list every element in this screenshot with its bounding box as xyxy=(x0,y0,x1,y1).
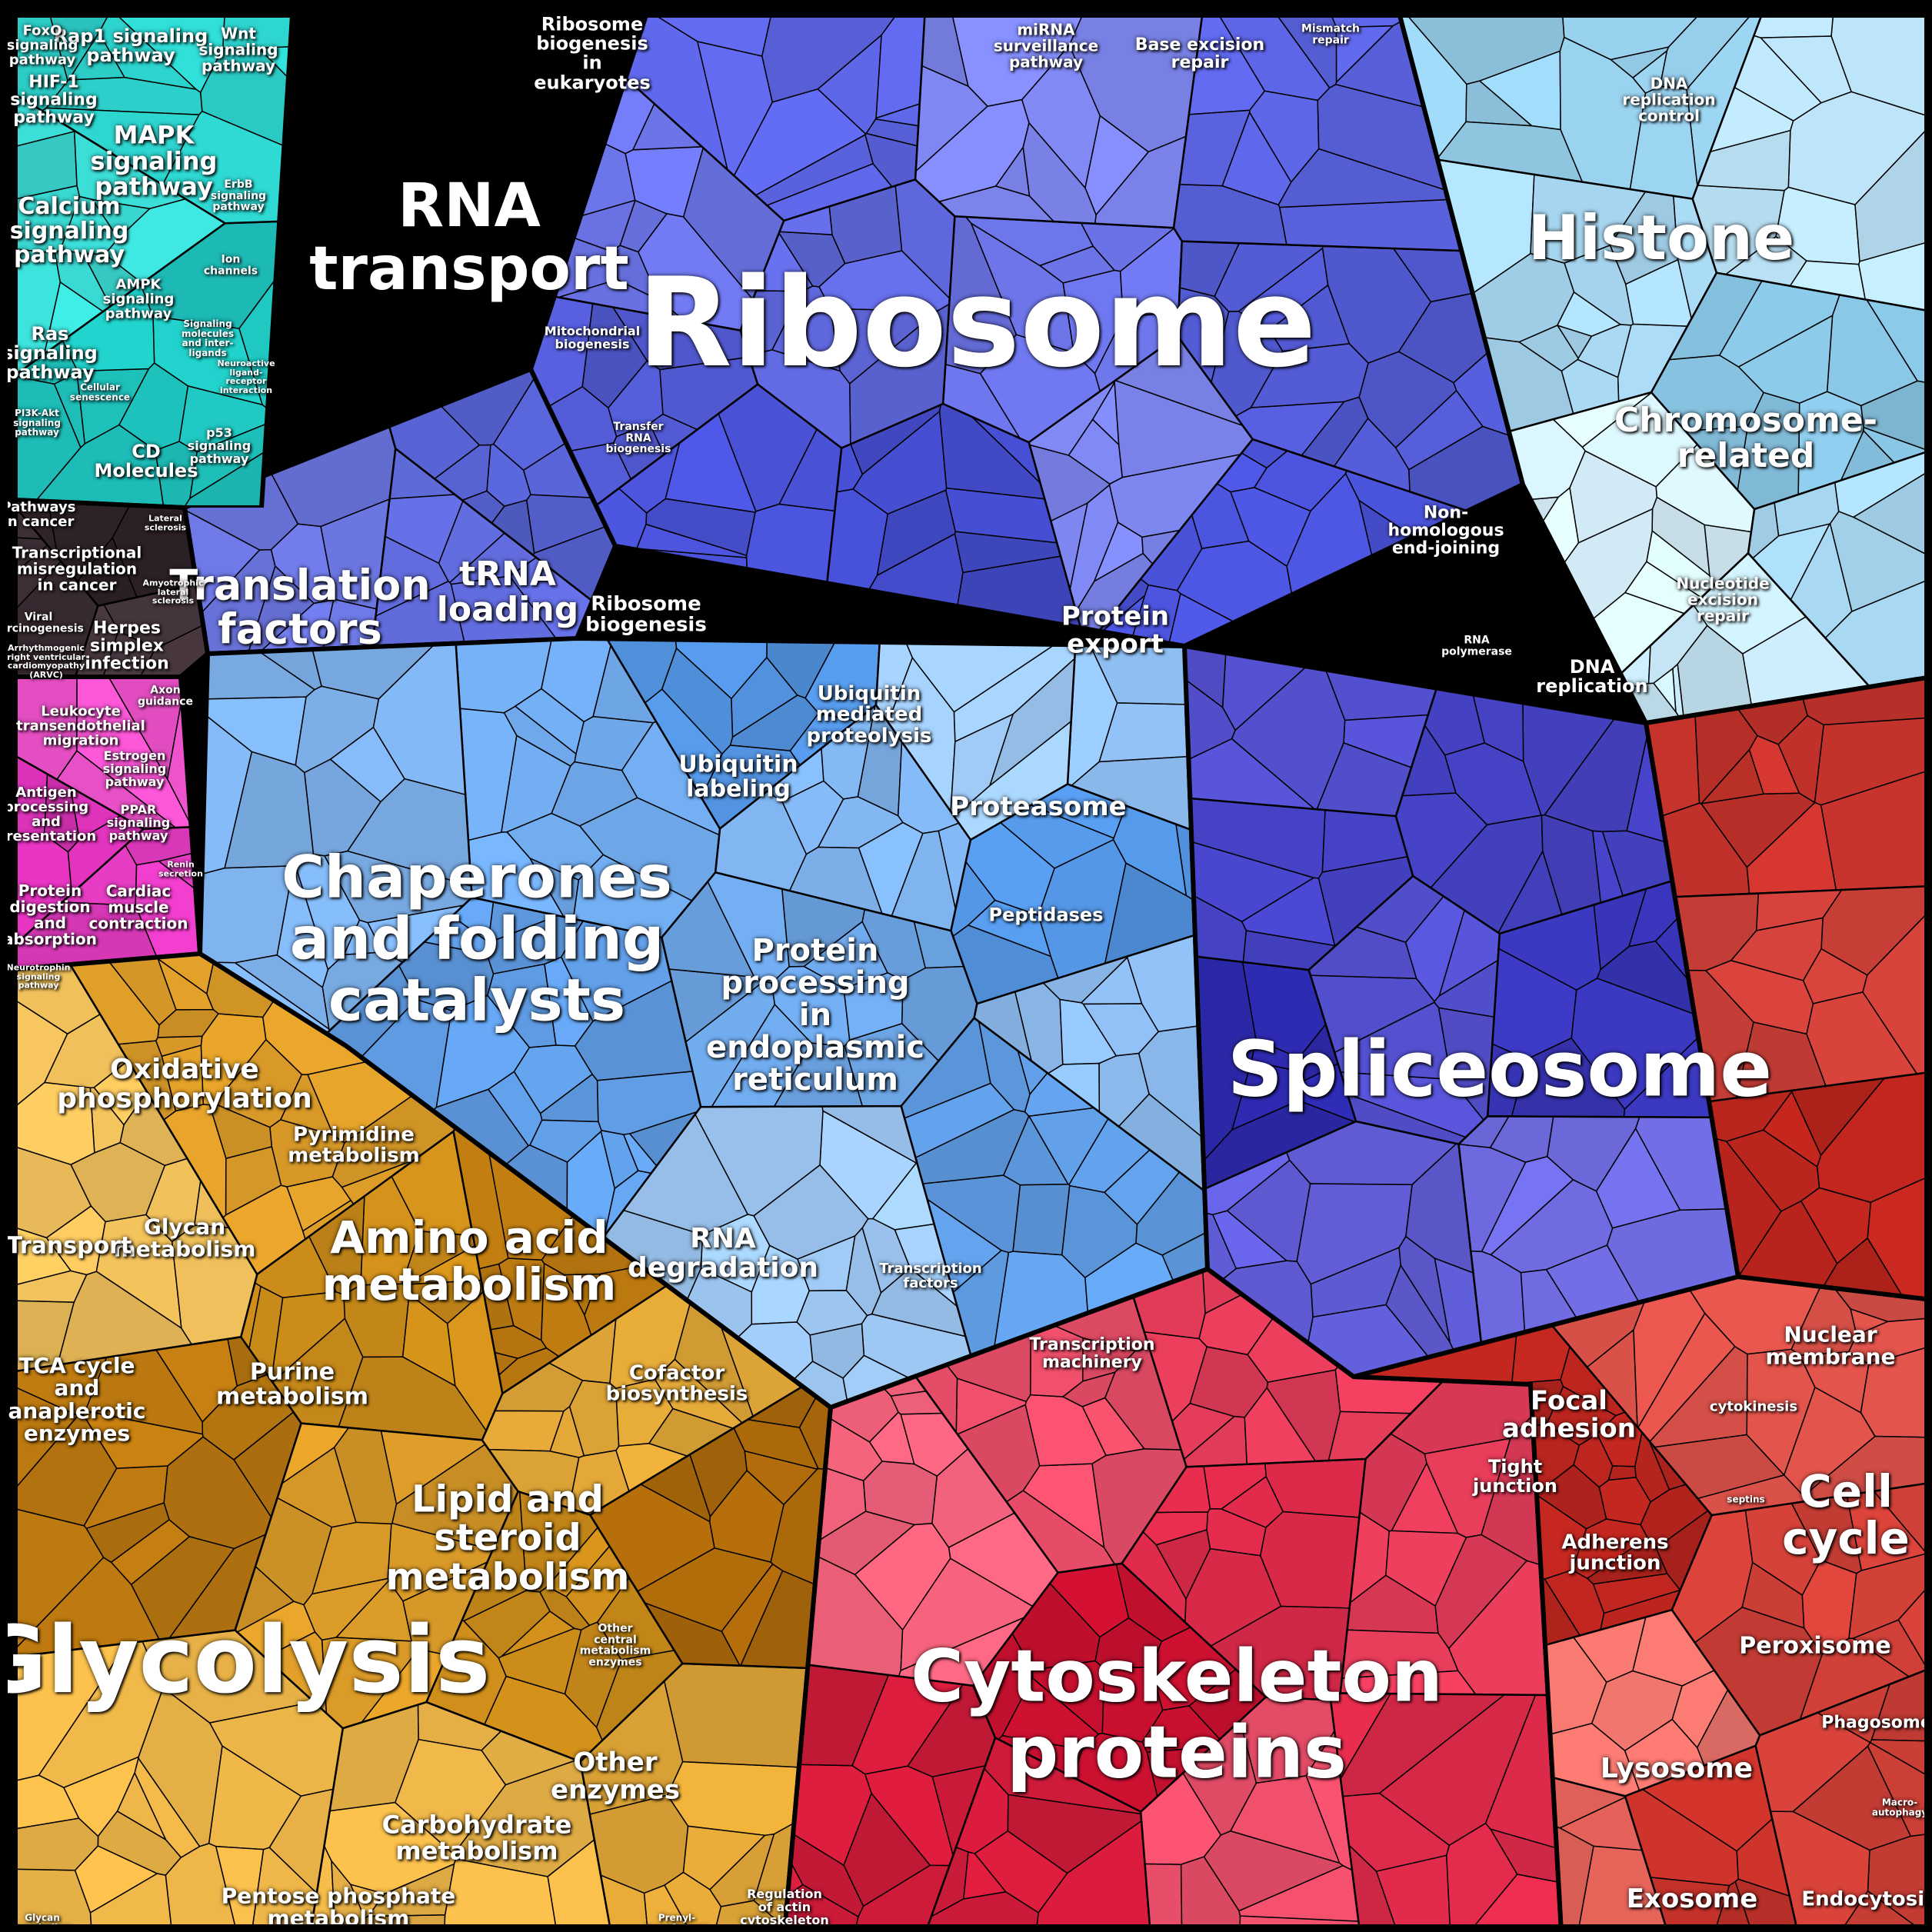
region-cancer xyxy=(15,500,208,677)
region-ribosome xyxy=(531,15,1523,646)
voronoi-cell xyxy=(207,962,274,1018)
region-histone xyxy=(1400,15,1932,723)
voronoi-cell xyxy=(1754,15,1833,38)
voronoi-cell xyxy=(1013,1184,1070,1255)
region-signaling xyxy=(15,15,292,508)
voronoi-cell xyxy=(482,1411,564,1451)
region-immune xyxy=(15,677,200,969)
voronoi-cell xyxy=(359,1915,445,1932)
voronoi-cell xyxy=(1608,1466,1636,1480)
voronoi-treemap: { "canvas": { "width": 2512, "height": 2… xyxy=(0,0,1932,1932)
region-histone-bridge xyxy=(1646,677,1932,1300)
voronoi-cell xyxy=(1031,1325,1083,1397)
region-metabolism xyxy=(15,954,831,1932)
voronoi-cell xyxy=(1803,677,1932,724)
region-cellcycle xyxy=(1354,1277,1932,1932)
voronoi-cell xyxy=(223,15,292,48)
